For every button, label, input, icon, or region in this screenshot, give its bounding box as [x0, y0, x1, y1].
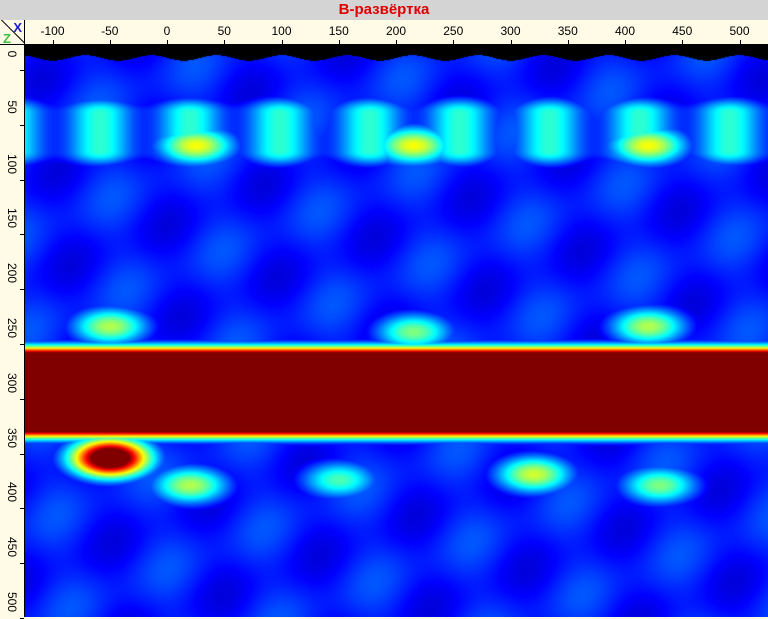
x-tick — [167, 40, 168, 44]
x-tick-label: -50 — [101, 24, 119, 38]
x-tick-label: 250 — [443, 24, 464, 38]
x-tick — [224, 40, 226, 44]
z-tick-label: 100 — [5, 153, 19, 174]
z-tick-label: 350 — [5, 427, 19, 448]
x-tick — [510, 40, 512, 44]
x-tick — [739, 40, 741, 44]
z-tick-label: 0 — [5, 50, 19, 58]
x-tick — [453, 40, 455, 44]
z-tick — [20, 344, 24, 345]
x-tick — [109, 40, 111, 44]
x-tick-label: 300 — [500, 24, 521, 38]
z-tick — [20, 234, 24, 236]
x-tick-label: 350 — [557, 24, 578, 38]
axis-corner: X Z — [0, 20, 25, 45]
x-tick — [567, 40, 569, 44]
x-tick-label: 500 — [729, 24, 750, 38]
z-tick — [20, 453, 24, 455]
x-tick — [281, 40, 283, 44]
z-tick-label: 300 — [5, 372, 19, 393]
z-tick-label: 450 — [5, 537, 19, 558]
z-axis-label: Z — [3, 31, 11, 45]
z-tick — [20, 289, 24, 291]
z-tick-label: 400 — [5, 482, 19, 503]
z-tick-label: 500 — [5, 592, 19, 613]
x-tick-label: 100 — [271, 24, 292, 38]
z-tick — [20, 124, 24, 126]
z-axis-ruler: 0 50 100 150 200 250 300 350 400 450 500 — [0, 45, 25, 619]
x-tick-label: 450 — [672, 24, 693, 38]
z-tick — [20, 70, 24, 71]
x-tick — [625, 40, 626, 44]
z-tick — [20, 398, 24, 400]
z-tick — [20, 179, 24, 181]
x-tick-label: 0 — [163, 24, 171, 38]
z-tick — [20, 508, 24, 510]
z-tick-label: 150 — [5, 208, 19, 229]
x-axis-ruler: -100 -50 0 50 100 150 200 250 300 350 400 450 500 — [25, 20, 768, 45]
z-tick-label: 50 — [5, 100, 19, 114]
x-tick — [52, 40, 54, 44]
x-tick-label: 150 — [328, 24, 349, 38]
z-tick-label: 200 — [5, 263, 19, 284]
b-scan-heatmap[interactable] — [25, 45, 768, 617]
x-tick — [396, 40, 397, 44]
x-tick-label: 50 — [217, 24, 231, 38]
x-tick — [682, 40, 684, 44]
z-tick-label: 250 — [5, 318, 19, 339]
x-tick-label: 200 — [385, 24, 407, 38]
chart-title: B-развёртка — [0, 0, 768, 21]
z-tick — [20, 563, 24, 565]
x-tick — [338, 40, 340, 44]
x-axis-label: X — [13, 20, 22, 35]
x-tick-label: -100 — [40, 24, 65, 38]
x-tick-label: 400 — [614, 24, 636, 38]
